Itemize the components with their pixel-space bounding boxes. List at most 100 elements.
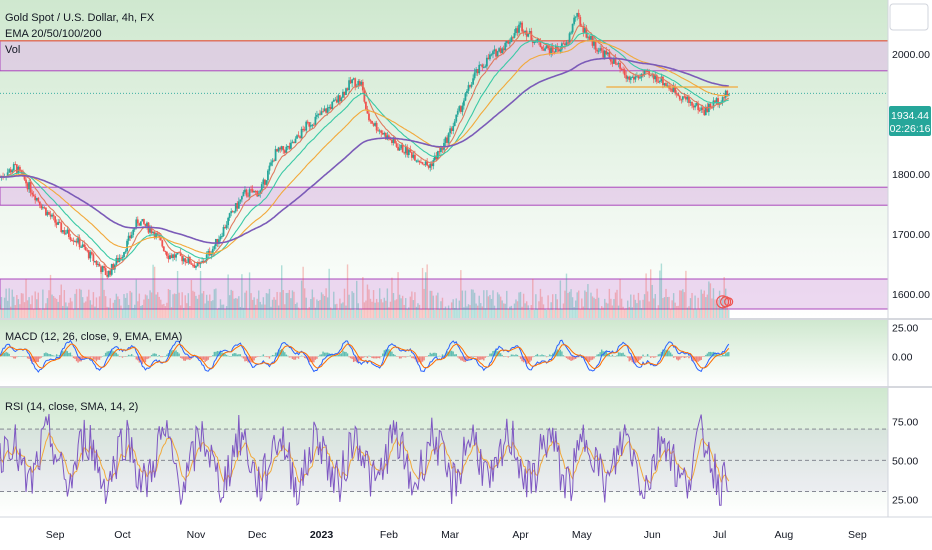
rsi-legend[interactable]: RSI (14, close, SMA, 14, 2) [5, 401, 138, 413]
candle-body [303, 129, 306, 131]
macd-histogram-bar [336, 355, 338, 357]
event-marker[interactable] [716, 295, 730, 309]
macd-histogram-bar [541, 354, 543, 357]
volume-bar [219, 299, 222, 318]
volume-bar [268, 288, 271, 318]
macd-histogram-bar [242, 356, 245, 359]
macd-histogram-bar [340, 353, 343, 357]
volume-bar [169, 289, 171, 318]
candle-body [602, 50, 605, 58]
macd-histogram-bar [640, 356, 643, 359]
candle-body [564, 43, 566, 46]
volume-bar [310, 299, 312, 318]
volume-legend[interactable]: Vol [5, 44, 20, 56]
macd-histogram-bar [503, 356, 505, 358]
volume-bar [613, 299, 615, 318]
ema-legend[interactable]: EMA 20/50/100/200 [5, 28, 102, 40]
macd-histogram-bar [215, 351, 217, 357]
volume-bar [144, 294, 147, 318]
price-axis[interactable]: 2000.00 1800.00 1700.00 1600.00 25.00 0.00 75.… [892, 49, 930, 506]
macd-histogram-bar [421, 356, 424, 362]
macd-histogram-bar [559, 349, 562, 357]
candle-body [700, 107, 703, 111]
macd-histogram-bar [60, 351, 62, 357]
macd-legend[interactable]: MACD (12, 26, close, 9, EMA, EMA) [5, 331, 182, 343]
candle-body [579, 16, 582, 27]
volume-bar [599, 308, 601, 318]
volume-bar [241, 274, 243, 318]
macd-histogram-bar [552, 353, 554, 357]
time-tick-label: Sep [848, 529, 867, 541]
volume-bar [457, 309, 459, 318]
volume-bar [679, 290, 681, 318]
macd-histogram-bar [617, 352, 620, 357]
volume-bar [118, 299, 121, 318]
macd-histogram-bar [273, 355, 275, 357]
volume-bar [164, 306, 167, 318]
candle-body [121, 257, 124, 259]
top-right-widget[interactable] [889, 3, 929, 31]
candle-body [205, 254, 208, 261]
macd-histogram-bar [628, 356, 630, 362]
candle-body [343, 91, 346, 95]
volume-bar [176, 270, 179, 318]
candle-body [169, 255, 171, 260]
volume-bar [677, 305, 679, 318]
volume-bar [31, 295, 33, 318]
volume-bar [489, 294, 491, 318]
volume-bar [685, 270, 687, 318]
candle-body [608, 52, 611, 58]
candle-body [639, 77, 641, 79]
volume-bar [181, 292, 183, 318]
volume-bar [536, 308, 539, 318]
volume-bar [281, 265, 283, 318]
chart-title[interactable]: Gold Spot / U.S. Dollar, 4h, FX [5, 12, 155, 24]
macd-histogram-bar [395, 356, 398, 357]
volume-bar [366, 284, 369, 318]
volume-bar [663, 297, 666, 318]
macd-histogram-bar [103, 355, 105, 357]
volume-bar [8, 288, 10, 318]
candle-body [394, 138, 396, 144]
event-marker[interactable] [724, 297, 734, 307]
volume-bar [529, 309, 531, 318]
candle-body [614, 58, 617, 64]
candle-body [196, 262, 199, 266]
volume-bar [104, 296, 107, 318]
volume-bar [565, 273, 568, 318]
macd-histogram-bar [16, 356, 18, 358]
event-marker[interactable] [720, 296, 732, 308]
volume-bar [567, 293, 569, 318]
macd-histogram-bar [153, 353, 156, 357]
volume-bar [714, 299, 716, 318]
volume-bar [282, 289, 284, 318]
candle-body [250, 189, 252, 191]
candle-body [510, 37, 513, 43]
macd-histogram-bar [409, 355, 412, 357]
candle-body [429, 163, 432, 168]
volume-bar [582, 306, 585, 318]
volume-bar [429, 290, 431, 318]
volume-bar [59, 295, 61, 318]
time-axis[interactable]: Sep Oct Nov Dec 2023 Feb Mar Apr May Jun Jul Aug Sep [46, 529, 867, 541]
macd-histogram-bar [123, 356, 125, 357]
volume-bar [666, 297, 669, 318]
candle-body [161, 240, 164, 247]
volume-bar [60, 284, 62, 318]
macd-histogram-bar [431, 353, 433, 357]
candle-body [398, 148, 401, 151]
candle-body [267, 170, 269, 181]
macd-histogram-bar [5, 351, 7, 357]
macd-histogram-bar [320, 354, 323, 357]
volume-bar [331, 308, 333, 318]
candle-body [52, 214, 55, 217]
candle-body [554, 46, 557, 53]
candle-body [297, 135, 300, 137]
time-tick-label: Mar [441, 529, 460, 541]
volume-bar [573, 307, 575, 318]
volume-bar [645, 273, 647, 318]
candle-body [260, 184, 263, 191]
volume-bar [562, 303, 565, 318]
volume-bar [14, 305, 17, 318]
